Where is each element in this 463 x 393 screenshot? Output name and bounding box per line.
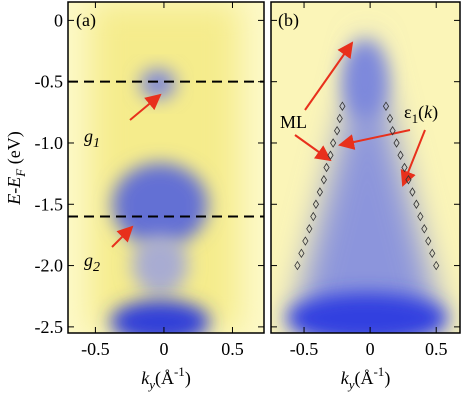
annotation: g2: [84, 250, 100, 275]
data-point: [386, 113, 394, 124]
panels: [67, 1, 461, 334]
x-axis-label: ky(Å-1): [141, 364, 191, 392]
data-point: [425, 236, 432, 246]
panel-label: (b): [278, 10, 299, 31]
data-point: [306, 224, 313, 234]
x-tick-label: 0.5: [221, 339, 244, 359]
spectrum-b: [271, 2, 460, 333]
annotation: ML: [280, 112, 307, 132]
x-label-part: ): [384, 368, 390, 389]
x-tick-label: 0: [159, 339, 168, 359]
annotation-text: ε: [404, 102, 412, 122]
y-tick-label: 0: [54, 10, 63, 30]
data-point: [316, 187, 323, 197]
arrows: [111, 41, 426, 248]
data-point: [323, 162, 330, 173]
y-tick-label: -1.5: [35, 194, 64, 214]
data-point: [302, 236, 309, 246]
x-label-part: y: [147, 377, 155, 392]
data-point: [382, 101, 390, 111]
x-label-part: (Å: [354, 368, 373, 389]
data-point: [339, 101, 346, 111]
annotation-sub: 1: [412, 111, 419, 126]
data-point: [312, 199, 320, 210]
x-axis-label: ky(Å-1): [341, 364, 391, 392]
x-tick-label: 0.5: [425, 339, 448, 359]
data-point: [429, 248, 436, 259]
data-point: [334, 125, 341, 136]
data-point: [393, 138, 400, 148]
x-label-part: -1: [174, 364, 185, 379]
annotation-text: (: [418, 102, 424, 123]
x-label-part: (Å: [155, 368, 174, 389]
data-point: [409, 187, 416, 197]
annotation: g1: [84, 126, 100, 151]
x-label-part: k: [341, 368, 350, 388]
spectrum-a: [68, 2, 264, 333]
x-label-part: k: [141, 368, 150, 388]
annotation-sub: 1: [93, 136, 100, 151]
data-point: [397, 150, 404, 160]
annotation-text: g: [84, 250, 93, 270]
data-point: [298, 248, 305, 259]
annotation-text: g: [84, 126, 93, 146]
x-tick-label: -0.5: [81, 339, 110, 359]
data-point: [320, 175, 327, 185]
data-point: [327, 150, 334, 160]
data-point: [401, 162, 408, 173]
data-point: [330, 138, 337, 148]
data-point: [433, 260, 440, 271]
data-point: [310, 211, 317, 222]
data-point: [421, 224, 428, 234]
annotation-sub: 2: [93, 260, 100, 275]
data-point: [336, 113, 343, 124]
x-label-part: y: [347, 377, 355, 392]
data-point: [294, 260, 301, 271]
data-point: [389, 125, 396, 136]
data-point: [405, 175, 412, 185]
y-tick-label: -1.0: [35, 133, 64, 153]
y-label-part: (eV): [4, 131, 25, 168]
x-tick-label: -0.5: [290, 339, 319, 359]
annotation-text: ): [432, 102, 438, 123]
y-tick-label: -2.5: [35, 317, 64, 337]
panel-label: (a): [76, 10, 96, 31]
y-axis-label: E-EF (eV): [4, 131, 28, 205]
x-tick-label: 0: [366, 339, 375, 359]
data-point: [413, 199, 420, 210]
y-label-part: E-E: [4, 177, 24, 206]
x-label-part: -1: [373, 364, 384, 379]
y-tick-label: -2.0: [35, 256, 64, 276]
y-label-sub: F: [13, 168, 28, 178]
annotation-text: k: [424, 102, 433, 122]
x-label-part: ): [185, 368, 191, 389]
y-tick-label: -0.5: [35, 72, 64, 92]
data-point: [417, 211, 424, 222]
annotation: ε1(k): [404, 102, 438, 126]
